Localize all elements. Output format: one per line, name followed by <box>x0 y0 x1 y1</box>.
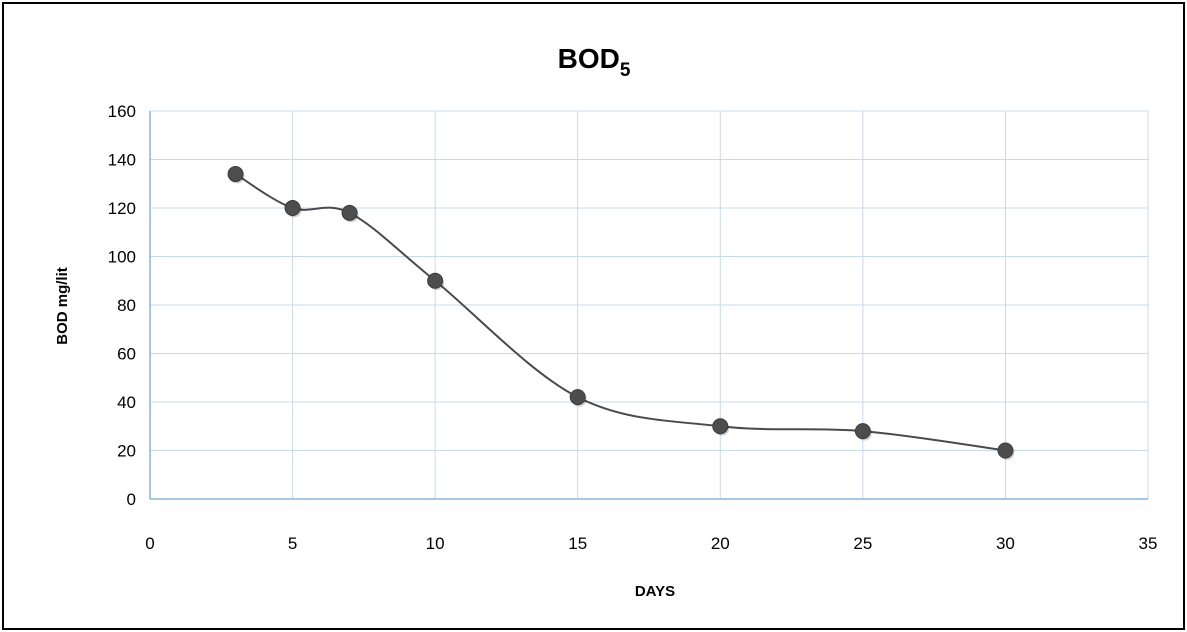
x-tick-label: 25 <box>853 534 872 553</box>
x-axis-label: DAYS <box>635 583 675 600</box>
data-point <box>341 204 358 221</box>
y-tick-label: 60 <box>117 345 136 364</box>
y-tick-label: 140 <box>108 151 136 170</box>
y-tick-label: 160 <box>108 102 136 121</box>
y-tick-label: 40 <box>117 393 136 412</box>
x-tick-label: 35 <box>1139 534 1158 553</box>
y-axis-label: BOD mg/lit <box>54 267 71 345</box>
y-tick-label: 100 <box>108 248 136 267</box>
data-point <box>284 200 301 216</box>
y-tick-label: 0 <box>127 490 136 509</box>
axes <box>149 111 1148 500</box>
data-point <box>569 389 586 406</box>
x-tick-label: 0 <box>145 534 154 553</box>
x-tick-label: 5 <box>288 534 297 553</box>
data-points <box>227 166 1015 460</box>
data-point <box>997 442 1014 459</box>
y-tick-label: 120 <box>108 199 136 218</box>
x-tick-label: 15 <box>568 534 587 553</box>
data-point <box>712 418 729 435</box>
y-tick-label: 20 <box>117 442 136 461</box>
tick-labels: 0 20 40 60 80 100 120 140 160 0 5 10 15 20 25 30 35 <box>108 102 1158 553</box>
data-point <box>227 166 244 183</box>
data-point <box>427 272 444 289</box>
chart-title: BOD5 <box>558 43 631 81</box>
x-tick-label: 30 <box>996 534 1015 553</box>
y-tick-label: 80 <box>117 296 136 315</box>
x-tick-label: 20 <box>711 534 730 553</box>
x-tick-label: 10 <box>426 534 445 553</box>
grid-lines <box>150 110 1149 499</box>
data-point <box>854 423 871 440</box>
